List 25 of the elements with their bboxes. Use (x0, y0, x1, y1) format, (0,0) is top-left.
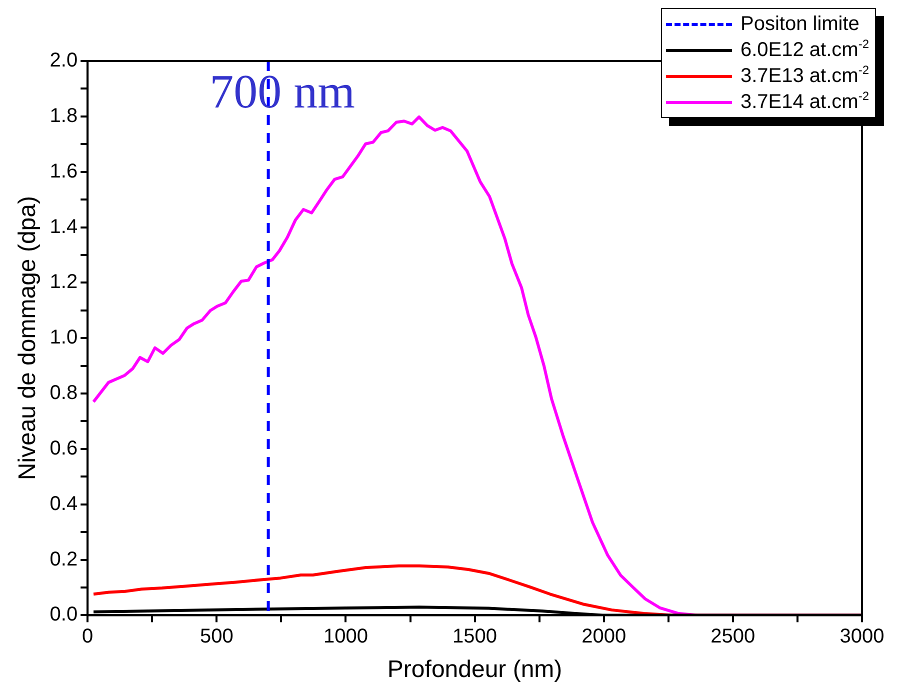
y-tick-label: 1.6 (50, 160, 78, 182)
y-tick-label: 0.6 (50, 437, 78, 460)
x-tick-label: 0 (82, 626, 94, 648)
y-tick-label: 0.8 (50, 382, 78, 404)
x-tick-label: 2500 (710, 626, 756, 648)
y-tick-label: 0.0 (50, 604, 78, 626)
annotation: 700 nm (210, 66, 355, 119)
y-tick-label: 0.2 (50, 548, 78, 570)
y-tick-label: 1.2 (50, 271, 78, 294)
x-tick-label: 1000 (323, 626, 368, 648)
legend-label: Positon limite (740, 12, 860, 37)
x-tick-label: 1500 (452, 626, 498, 648)
y-tick-label: 1.0 (50, 326, 78, 349)
y-axis-title: Niveau de dommage (dpa) (14, 196, 42, 480)
x-tick-label: 3000 (840, 626, 884, 648)
y-tick-label: 2.0 (50, 50, 78, 72)
x-tick-label: 500 (200, 626, 234, 648)
y-tick-label: 1.4 (50, 216, 78, 238)
y-tick-label: 0.4 (50, 492, 78, 515)
x-axis-title: Profondeur (nm) (387, 656, 562, 684)
legend-label: 3.7E13 at.cm$^{-2}$ (740, 63, 869, 89)
legend-label: 3.7E14 at.cm$^{-2}$ (740, 89, 869, 115)
x-tick-label: 2000 (582, 626, 626, 648)
legend-label: 6.0E12 at.cm$^{-2}$ (740, 37, 869, 63)
y-tick-label: 1.8 (50, 104, 78, 127)
